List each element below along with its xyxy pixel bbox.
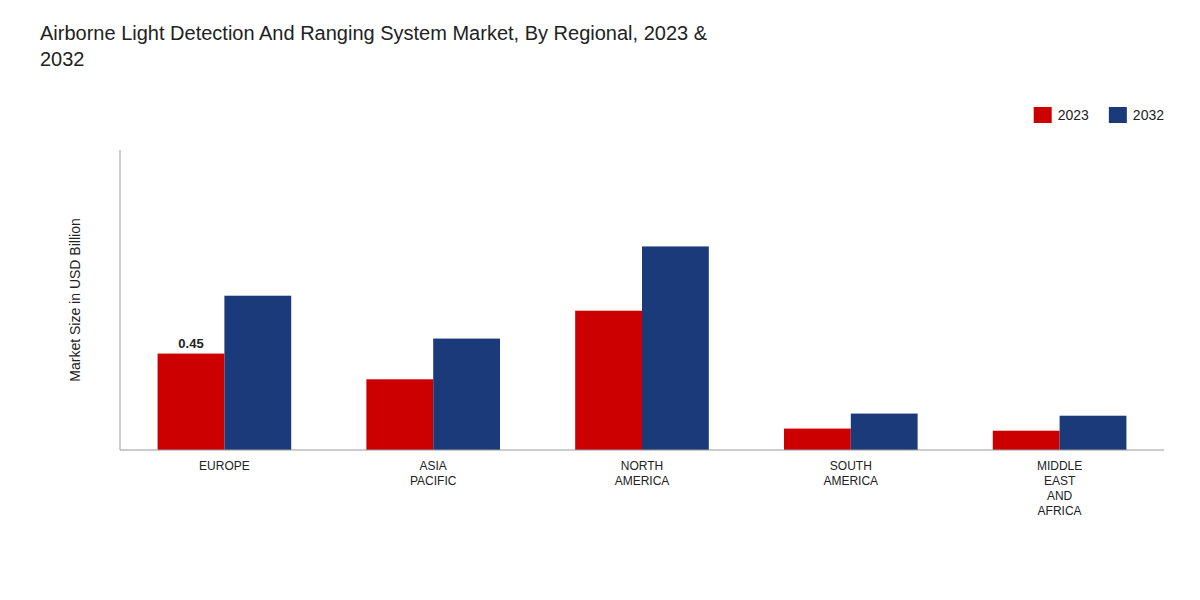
body: {"chart_data": { "type": "bar", "title":…	[0, 0, 1200, 600]
text-line: EAST	[1044, 474, 1076, 488]
bar	[224, 296, 291, 450]
bar	[158, 354, 225, 450]
x-tick-label: ASIAPACIFIC	[410, 459, 457, 488]
text-line: MIDDLE	[1037, 459, 1082, 473]
title: Airborne Light Detection And Ranging Sys…	[40, 22, 708, 70]
annotation: 0.45	[178, 336, 203, 351]
bar	[642, 246, 709, 450]
chart-container: Airborne Light Detection And Ranging Sys…	[0, 0, 1200, 600]
x-tick-label: MIDDLEEASTANDAFRICA	[1037, 459, 1082, 518]
bar	[575, 311, 642, 450]
bar	[851, 414, 918, 450]
bar	[1060, 416, 1127, 450]
y-axis-label: Market Size in USD Billion	[67, 218, 83, 381]
x-tick-label: NORTHAMERICA	[615, 459, 670, 488]
bar	[433, 339, 500, 450]
text-line: PACIFIC	[410, 474, 457, 488]
legend: 2032 2023	[1034, 107, 1165, 123]
text-line: NORTH	[621, 459, 663, 473]
bars	[158, 246, 1127, 450]
legend-label: 2023	[1058, 107, 1089, 123]
chart-svg: Airborne Light Detection And Ranging Sys…	[0, 0, 1200, 600]
legend-swatch	[1109, 107, 1127, 123]
text-line: Airborne Light Detection And Ranging Sys…	[40, 22, 708, 44]
legend-swatch	[1034, 107, 1052, 123]
legend-label: 2032	[1133, 107, 1164, 123]
text-line: ASIA	[420, 459, 447, 473]
bar	[784, 429, 851, 450]
x-tick-label: SOUTHAMERICA	[823, 459, 878, 488]
text-line: AMERICA	[823, 474, 878, 488]
text-line: AND	[1047, 489, 1073, 503]
text-line: 2032	[40, 48, 85, 70]
x-tick-label: EUROPE	[199, 459, 250, 473]
text-line: AMERICA	[615, 474, 670, 488]
text-line: SOUTH	[830, 459, 872, 473]
text-line: AFRICA	[1038, 504, 1082, 518]
page: Chart html, body { margin: 0; padding: 0…	[0, 0, 1200, 600]
text-line: EUROPE	[199, 459, 250, 473]
bar	[366, 379, 433, 450]
x-axis-line	[120, 450, 1164, 451]
bar	[993, 431, 1060, 450]
y-axis-line	[120, 150, 121, 450]
